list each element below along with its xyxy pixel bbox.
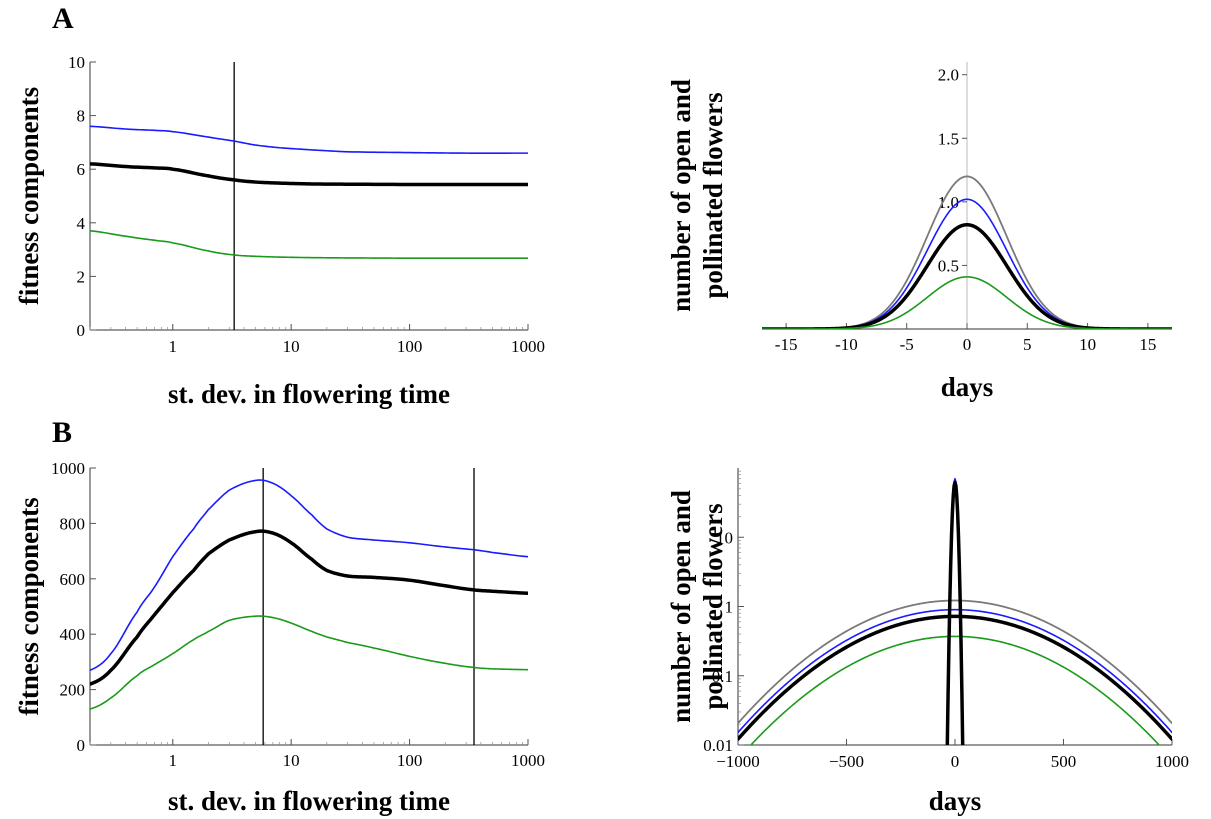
y-tick-label: 1000 <box>51 459 85 478</box>
y-tick-label: 10 <box>68 53 85 72</box>
x-tick-label: -10 <box>835 335 858 354</box>
series-green-line <box>90 615 528 710</box>
series-green-line <box>762 276 1172 329</box>
x-tick-label: 1 <box>169 337 178 356</box>
panel-label-a: A <box>52 2 74 35</box>
y-tick-label: 400 <box>60 625 86 644</box>
x-axis-title: days <box>929 786 982 816</box>
x-tick-label: 15 <box>1139 335 1156 354</box>
x-tick-label: 100 <box>397 751 423 770</box>
series-black-line <box>945 480 965 745</box>
chart-a-right: -15 -10 -5 0 5 10 15 0.5 1.0 1.5 2.0 days number of … <box>666 62 1172 402</box>
y-tick-label: 2 <box>77 267 86 286</box>
y-tick-label: 4 <box>77 214 86 233</box>
y-tick-label: 0.01 <box>703 736 733 755</box>
chart-b-left: 1 10 100 1000 0 200 400 600 800 1000 st. dev. in f… <box>14 459 545 816</box>
y-axis-title: fitness components <box>14 87 44 305</box>
series-blue-line <box>90 479 528 672</box>
x-axis-title: st. dev. in flowering time <box>168 379 450 409</box>
y-tick-label: 8 <box>77 107 86 126</box>
x-tick-label: 500 <box>1051 752 1077 771</box>
series-blue-line <box>90 125 528 154</box>
y-axis-title-line: number of open and <box>666 490 696 723</box>
y-tick-label: 6 <box>77 160 86 179</box>
series-green-line <box>90 230 528 259</box>
y-tick-label: 200 <box>60 681 86 700</box>
series-black-line <box>90 162 528 187</box>
x-tick-label: -5 <box>900 335 914 354</box>
series-blue-line <box>738 608 1172 734</box>
y-tick-label: 0.1 <box>712 667 733 686</box>
panel-label-b: B <box>52 416 72 449</box>
x-tick-label: 0 <box>963 335 972 354</box>
x-tick-label: 1000 <box>511 751 545 770</box>
y-tick-label: 1 <box>725 598 734 617</box>
y-tick-label: 2.0 <box>938 66 959 85</box>
y-tick-label: 0.5 <box>938 256 959 275</box>
y-axis-title: fitness components <box>14 497 44 715</box>
chart-b-right: −1000 −500 0 500 1000 0.01 0.1 1 10 days number of… <box>666 468 1189 816</box>
x-axis-title: st. dev. in flowering time <box>168 786 450 816</box>
x-tick-label: 5 <box>1023 335 1032 354</box>
x-tick-label: 100 <box>397 337 423 356</box>
x-tick-label: 0 <box>951 752 960 771</box>
y-tick-label: 10 <box>716 528 733 547</box>
y-tick-label: 600 <box>60 570 86 589</box>
x-axis-title: days <box>941 372 994 402</box>
y-tick-label: 800 <box>60 514 86 533</box>
x-tick-label: 10 <box>1079 335 1096 354</box>
chart-a-left: 1 10 100 1000 0 2 4 6 8 10 st. dev. in flowering t… <box>14 53 545 409</box>
series-black-line <box>90 529 528 686</box>
y-tick-label: 0 <box>77 321 86 340</box>
series-green-line <box>749 635 1161 745</box>
x-tick-label: 1000 <box>1155 752 1189 771</box>
x-tick-label: 10 <box>283 751 300 770</box>
y-tick-label: 1.0 <box>938 193 959 212</box>
x-tick-label: -15 <box>775 335 798 354</box>
series-blue-line <box>945 477 965 745</box>
y-axis-title-line: number of open and <box>666 79 696 312</box>
x-tick-label: −500 <box>829 752 864 771</box>
x-tick-label: 1 <box>169 751 178 770</box>
y-tick-label: 0 <box>77 736 86 755</box>
series-black-line <box>738 614 1172 741</box>
y-axis-title-line: pollinated flowers <box>698 503 728 709</box>
x-tick-label: 1000 <box>511 337 545 356</box>
y-tick-label: 1.5 <box>938 129 959 148</box>
x-tick-label: 10 <box>283 337 300 356</box>
y-axis-title-line: pollinated flowers <box>698 92 728 298</box>
x-tick-label: −1000 <box>716 752 760 771</box>
series-gray-line <box>738 599 1172 725</box>
